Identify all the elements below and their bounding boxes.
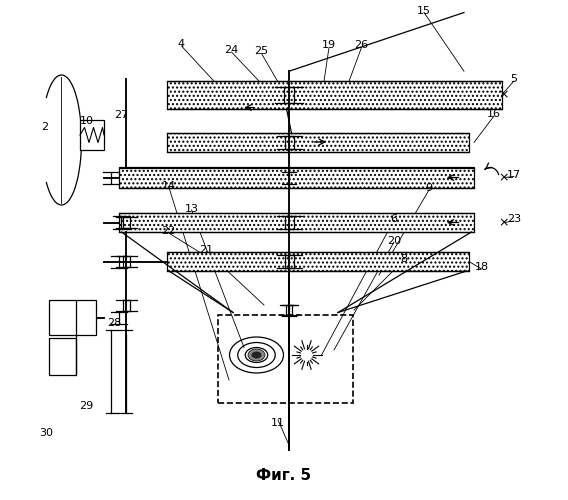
Text: 27: 27 bbox=[114, 110, 128, 120]
Text: 5: 5 bbox=[511, 74, 517, 84]
Bar bbox=[166, 81, 502, 108]
Text: 13: 13 bbox=[185, 204, 198, 214]
Bar bbox=[49, 338, 77, 375]
Text: 30: 30 bbox=[40, 428, 53, 438]
Bar bbox=[166, 252, 469, 271]
Text: 26: 26 bbox=[354, 40, 369, 50]
Text: 10: 10 bbox=[80, 116, 94, 126]
Bar bbox=[80, 120, 104, 150]
Text: 29: 29 bbox=[80, 401, 94, 411]
Bar bbox=[218, 315, 353, 402]
Text: 9: 9 bbox=[425, 183, 433, 193]
Text: 20: 20 bbox=[387, 236, 401, 246]
Text: 6: 6 bbox=[391, 214, 398, 224]
Bar bbox=[119, 168, 474, 188]
Text: 25: 25 bbox=[254, 46, 269, 56]
Ellipse shape bbox=[252, 352, 261, 358]
Text: 11: 11 bbox=[271, 418, 285, 428]
Text: 22: 22 bbox=[161, 226, 175, 236]
Text: 19: 19 bbox=[322, 40, 336, 50]
Ellipse shape bbox=[248, 349, 265, 361]
Text: 18: 18 bbox=[474, 262, 488, 272]
Text: ×: × bbox=[499, 88, 509, 102]
Text: 15: 15 bbox=[417, 6, 431, 16]
Text: 2: 2 bbox=[41, 122, 48, 132]
Text: 28: 28 bbox=[107, 318, 121, 328]
Bar bbox=[49, 300, 97, 335]
Text: 17: 17 bbox=[507, 170, 521, 180]
Text: 21: 21 bbox=[199, 245, 214, 255]
Text: ×: × bbox=[499, 216, 509, 229]
Bar bbox=[166, 133, 469, 152]
Text: ×: × bbox=[499, 171, 509, 184]
Bar bbox=[119, 213, 474, 232]
Text: 16: 16 bbox=[487, 109, 501, 119]
Text: 24: 24 bbox=[224, 45, 239, 55]
Text: 4: 4 bbox=[178, 39, 185, 49]
Text: Фиг. 5: Фиг. 5 bbox=[256, 468, 312, 482]
Text: 14: 14 bbox=[162, 181, 176, 191]
Text: 8: 8 bbox=[400, 254, 408, 264]
Text: 23: 23 bbox=[507, 214, 521, 224]
